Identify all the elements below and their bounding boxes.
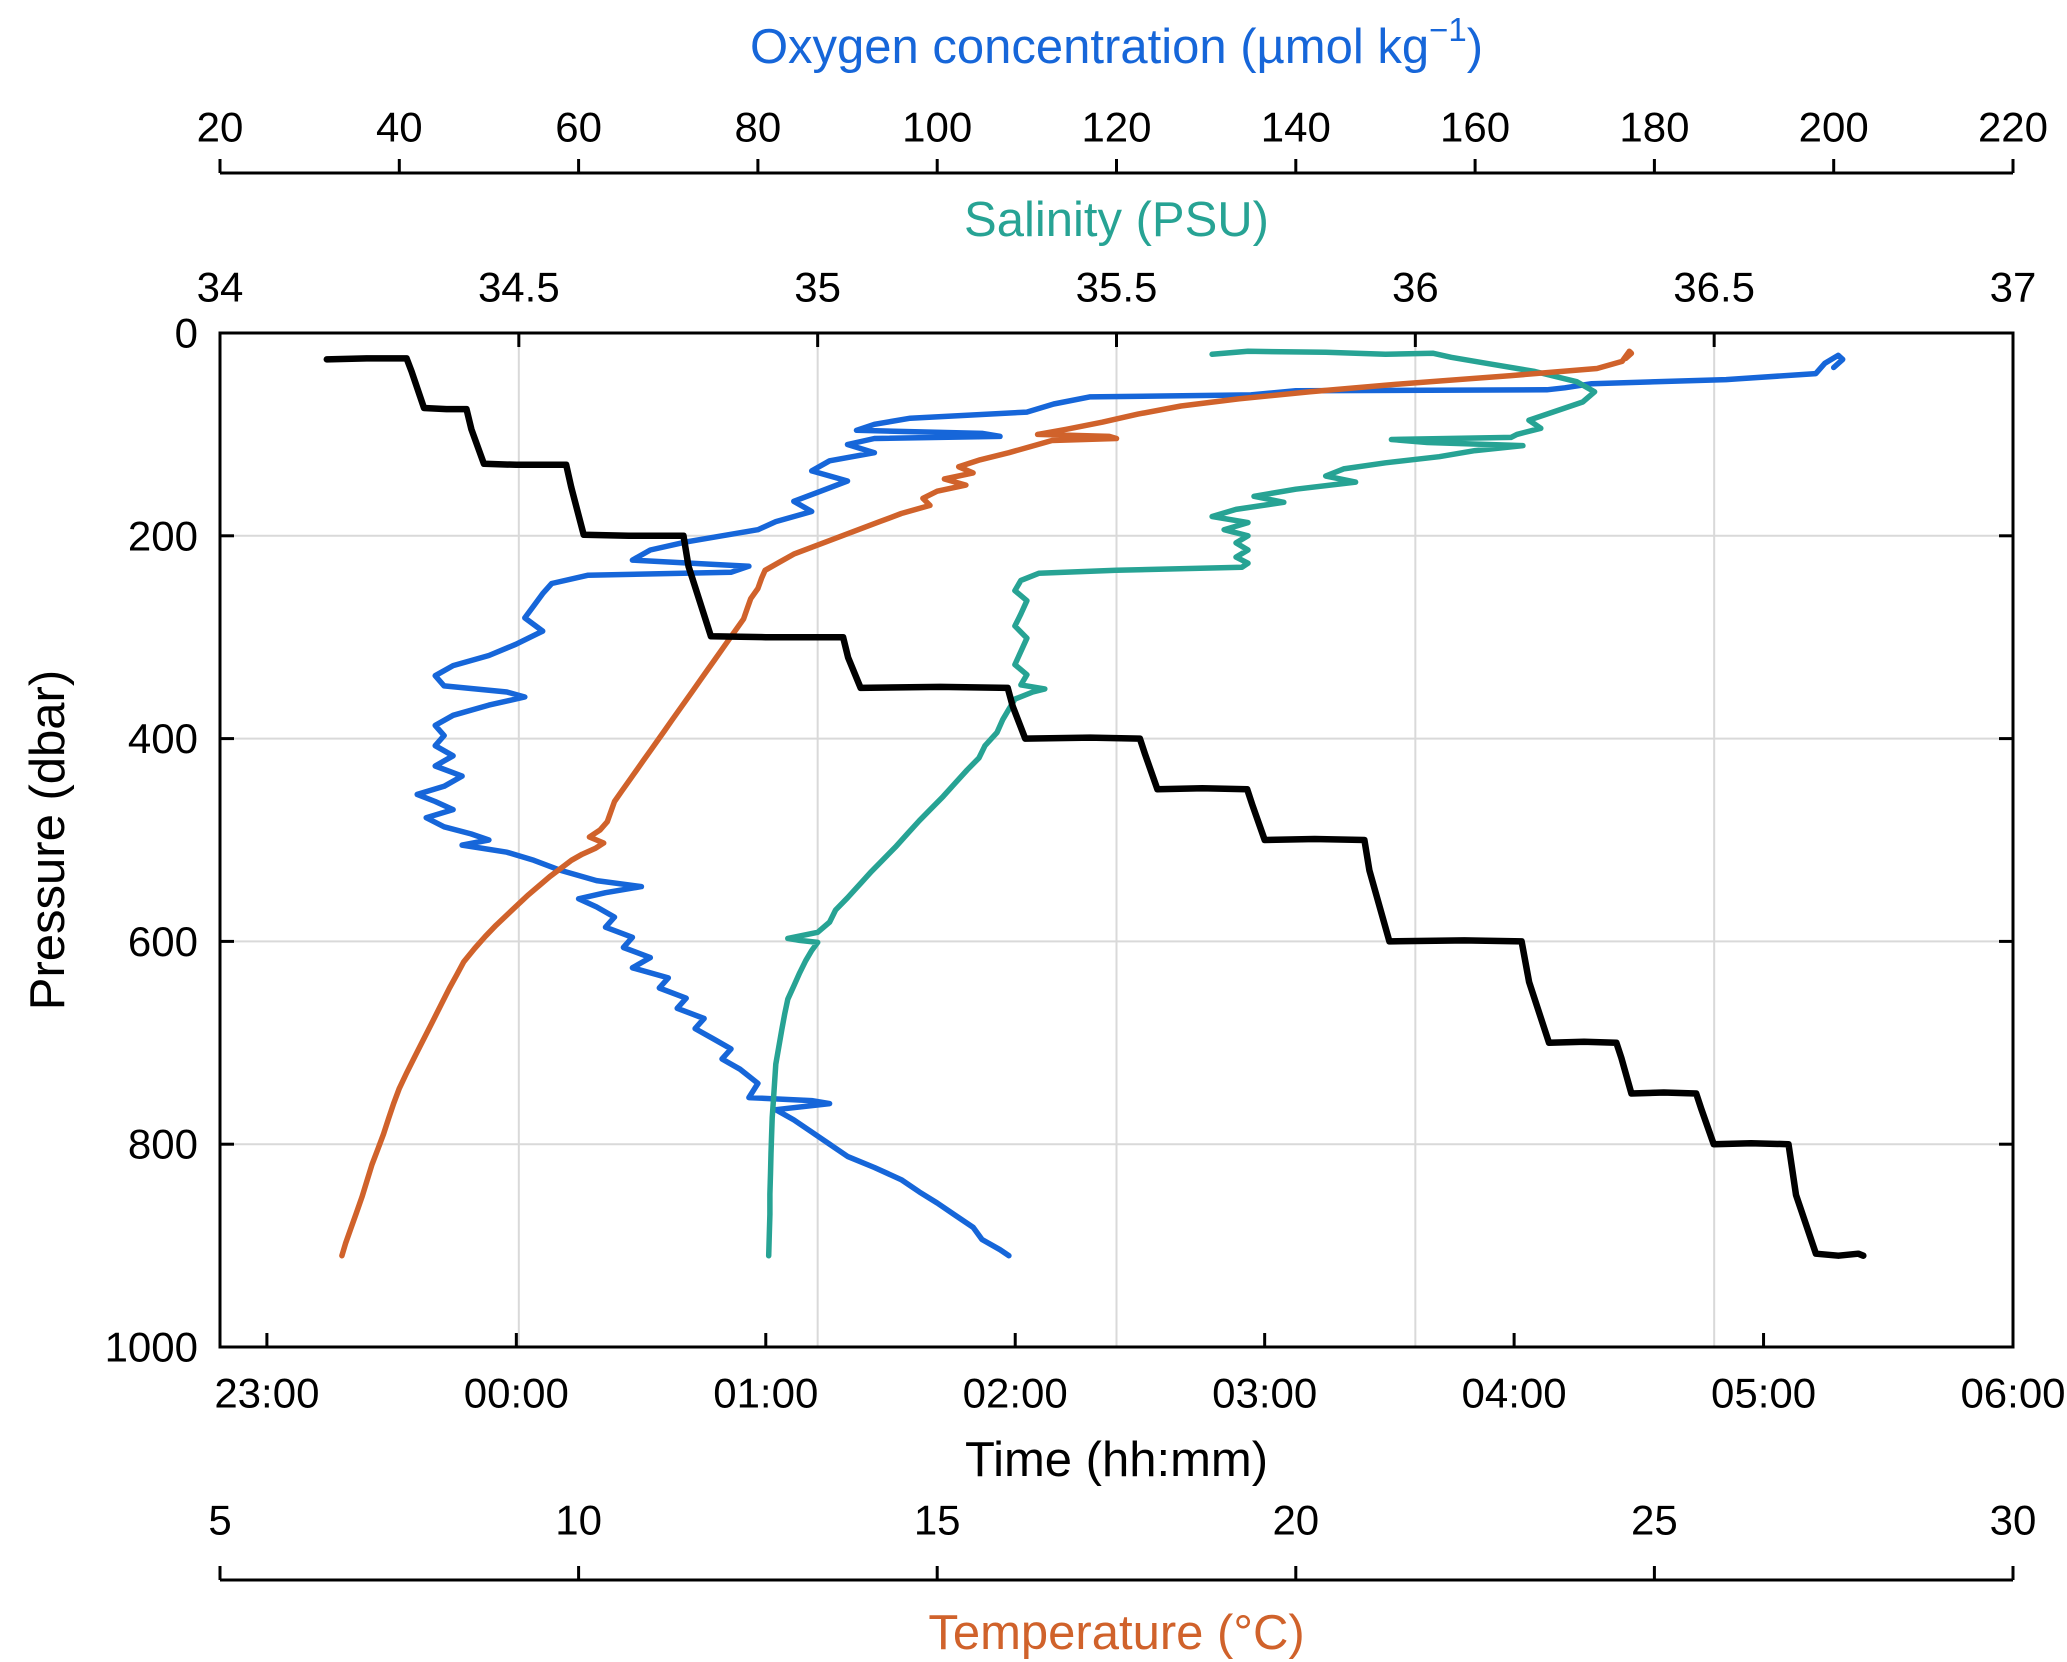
series-temperature bbox=[339, 348, 1635, 1259]
oxygen-axis-title: Oxygen concentration (µmol kg−1) bbox=[750, 11, 1483, 75]
oxygen-tick-label: 120 bbox=[1081, 104, 1151, 151]
oxygen-tick-label: 160 bbox=[1440, 104, 1510, 151]
salinity-tick-label: 34 bbox=[197, 264, 244, 311]
pressure-tick-label: 800 bbox=[128, 1121, 198, 1168]
oxygen-tick-label: 140 bbox=[1261, 104, 1331, 151]
time-tick-label: 06:00 bbox=[1960, 1370, 2065, 1417]
pressure-tick-label: 0 bbox=[175, 310, 198, 357]
temperature-tick-label: 30 bbox=[1990, 1497, 2037, 1544]
salinity-tick-label: 35 bbox=[794, 264, 841, 311]
oxygen-tick-label: 20 bbox=[197, 104, 244, 151]
temperature-axis-title: Temperature (°C) bbox=[928, 1606, 1304, 1660]
pressure-tick-label: 400 bbox=[128, 715, 198, 762]
series-oxygen-concentration bbox=[414, 352, 1846, 1259]
temperature-tick-label: 10 bbox=[555, 1497, 602, 1544]
pressure-tick-label: 200 bbox=[128, 512, 198, 559]
temperature-tick-label: 5 bbox=[208, 1497, 231, 1544]
oxygen-tick-label: 180 bbox=[1619, 104, 1689, 151]
temperature-tick-label: 25 bbox=[1631, 1497, 1678, 1544]
oxygen-tick-label: 200 bbox=[1799, 104, 1869, 151]
oxygen-tick-label: 80 bbox=[735, 104, 782, 151]
oxygen-tick-label: 100 bbox=[902, 104, 972, 151]
oxygen-tick-label: 220 bbox=[1978, 104, 2048, 151]
time-tick-label: 03:00 bbox=[1212, 1370, 1317, 1417]
oxygen-tick-label: 40 bbox=[376, 104, 423, 151]
salinity-axis-title: Salinity (PSU) bbox=[964, 193, 1269, 247]
oxygen-tick-label: 60 bbox=[555, 104, 602, 151]
time-tick-label: 05:00 bbox=[1711, 1370, 1816, 1417]
time-tick-label: 01:00 bbox=[713, 1370, 818, 1417]
time-tick-label: 23:00 bbox=[214, 1370, 319, 1417]
salinity-tick-label: 36 bbox=[1392, 264, 1439, 311]
temperature-tick-label: 20 bbox=[1272, 1497, 1319, 1544]
time-axis-title: Time (hh:mm) bbox=[965, 1433, 1268, 1487]
pressure-tick-label: 600 bbox=[128, 918, 198, 965]
salinity-tick-label: 36.5 bbox=[1673, 264, 1755, 311]
pressure-tick-label: 1000 bbox=[105, 1324, 198, 1371]
salinity-tick-label: 37 bbox=[1990, 264, 2037, 311]
series-descent-time bbox=[323, 355, 1867, 1259]
time-tick-label: 04:00 bbox=[1462, 1370, 1567, 1417]
time-tick-label: 02:00 bbox=[963, 1370, 1068, 1417]
series-salinity bbox=[765, 348, 1598, 1259]
salinity-tick-label: 35.5 bbox=[1076, 264, 1158, 311]
time-tick-label: 00:00 bbox=[464, 1370, 569, 1417]
temperature-tick-label: 15 bbox=[914, 1497, 961, 1544]
salinity-tick-label: 34.5 bbox=[478, 264, 560, 311]
pressure-axis-title: Pressure (dbar) bbox=[21, 670, 75, 1010]
